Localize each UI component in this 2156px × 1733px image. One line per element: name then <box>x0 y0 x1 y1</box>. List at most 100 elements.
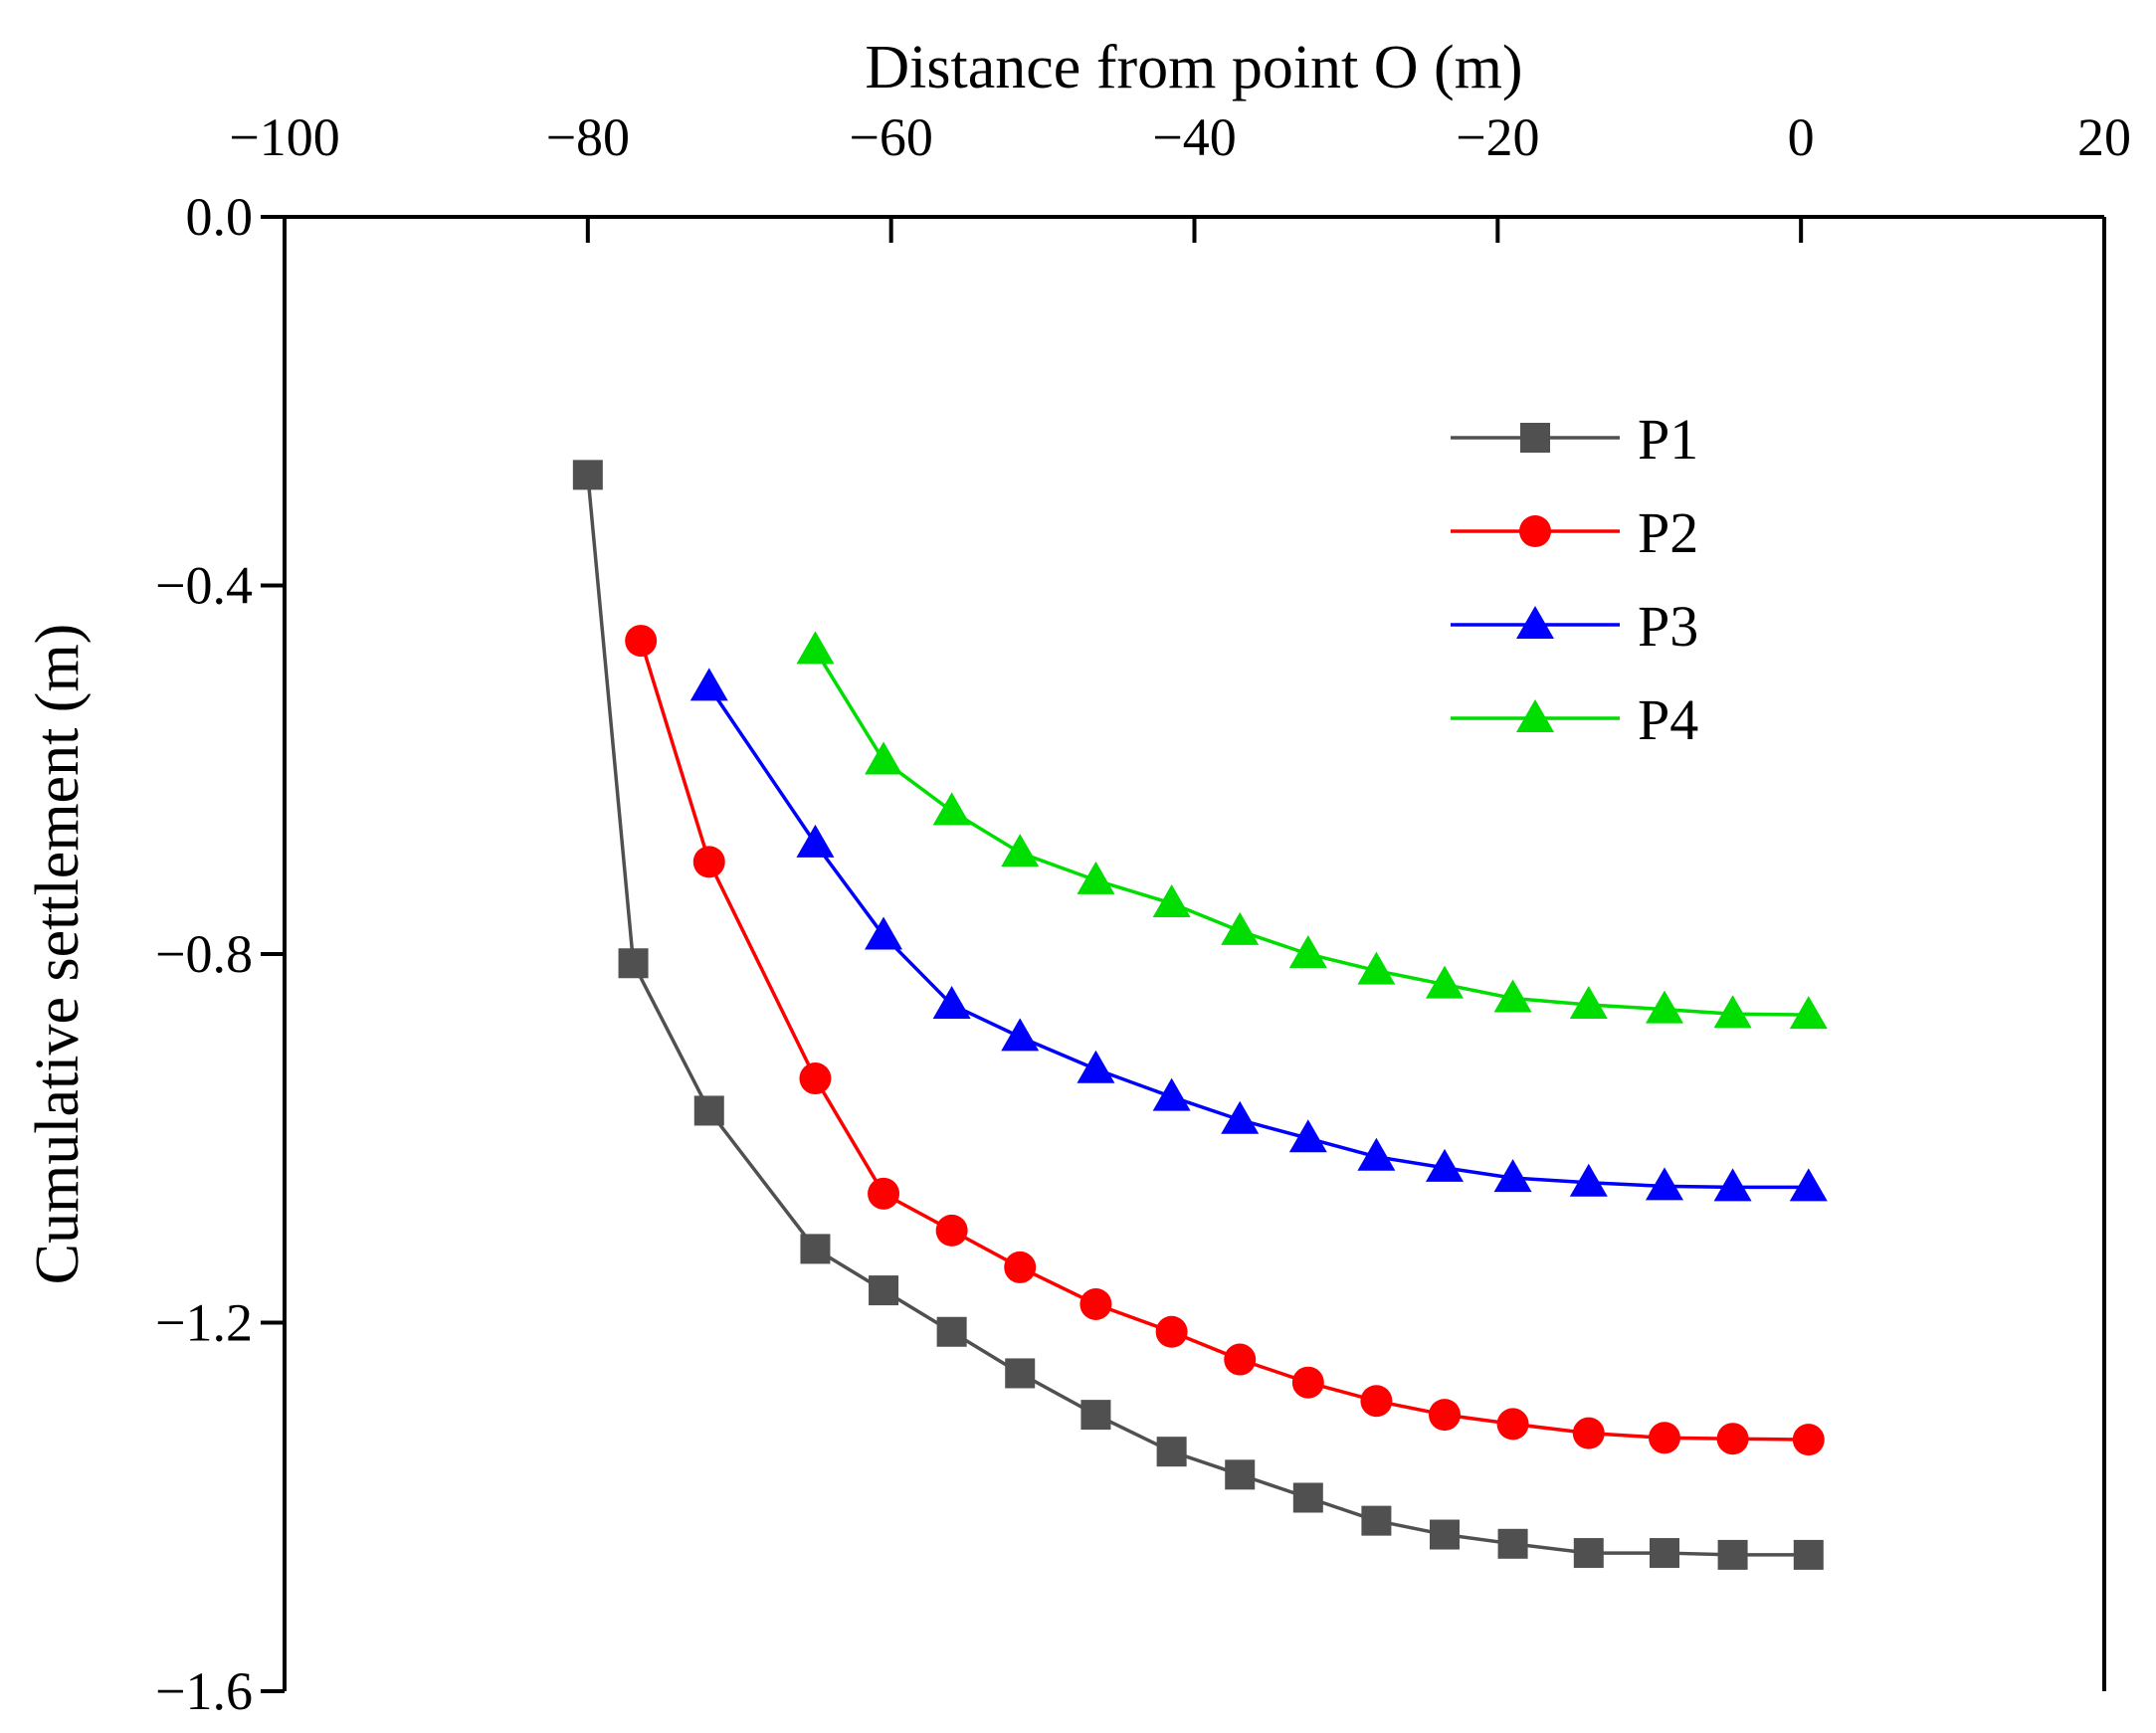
data-point-p4 <box>1357 951 1396 985</box>
series-p1 <box>572 460 1824 1570</box>
data-point-p2 <box>1792 1424 1825 1456</box>
data-point-p4 <box>1152 884 1191 918</box>
legend-marker <box>1519 515 1551 547</box>
data-point-p2 <box>868 1177 900 1210</box>
series-p4 <box>796 631 1828 1030</box>
series-p2 <box>625 625 1825 1456</box>
data-point-p3 <box>1789 1168 1828 1202</box>
series-layer <box>572 460 1828 1570</box>
data-point-p4 <box>1425 965 1464 999</box>
data-point-p1 <box>1292 1482 1323 1513</box>
data-point-p4 <box>1713 995 1752 1029</box>
data-point-p1 <box>1080 1400 1111 1431</box>
data-point-p3 <box>865 916 903 950</box>
y-axis-title: Cumulative settlement (m) <box>24 624 92 1285</box>
y-tick-label: −1.6 <box>155 1661 253 1721</box>
legend-item-p2: P2 <box>1451 500 1698 565</box>
data-point-p1 <box>1497 1528 1528 1559</box>
data-point-p2 <box>1079 1287 1112 1320</box>
legend-marker <box>1520 423 1550 453</box>
legend-label: P1 <box>1638 407 1698 472</box>
legend-label: P2 <box>1638 500 1698 565</box>
data-point-p1 <box>1793 1539 1824 1570</box>
legend-item-p1: P1 <box>1451 407 1698 472</box>
data-point-p2 <box>1155 1315 1188 1348</box>
y-tick-label: −0.4 <box>155 556 253 616</box>
data-point-p3 <box>1569 1163 1608 1197</box>
data-point-p1 <box>936 1316 967 1347</box>
y-tick-label: 0.0 <box>186 187 254 247</box>
data-point-p1 <box>1361 1505 1392 1536</box>
data-point-p3 <box>1288 1119 1327 1153</box>
data-point-p3 <box>1713 1168 1752 1202</box>
data-point-p3 <box>1645 1167 1683 1201</box>
data-point-p2 <box>1572 1417 1605 1449</box>
data-point-p1 <box>1225 1459 1256 1490</box>
data-point-p2 <box>625 625 658 658</box>
data-point-p4 <box>1645 990 1683 1024</box>
x-tick-label: −100 <box>229 107 339 167</box>
x-tick-label: −60 <box>849 107 932 167</box>
legend-item-p4: P4 <box>1451 687 1698 752</box>
data-point-p4 <box>1789 996 1828 1030</box>
data-point-p1 <box>572 460 603 490</box>
series-line-p1 <box>586 475 1809 1557</box>
data-point-p1 <box>1005 1358 1036 1389</box>
x-axis-title: Distance from point O (m) <box>865 34 1522 101</box>
data-point-p2 <box>1291 1366 1324 1399</box>
data-point-p3 <box>1077 1050 1115 1083</box>
x-tick-label: −20 <box>1456 107 1539 167</box>
data-point-p3 <box>1152 1077 1191 1111</box>
data-point-p2 <box>799 1062 832 1095</box>
data-point-p4 <box>1001 834 1040 867</box>
data-point-p4 <box>1221 911 1260 945</box>
data-point-p1 <box>800 1234 831 1264</box>
data-point-p4 <box>865 741 903 775</box>
data-point-p1 <box>1429 1519 1460 1550</box>
data-point-p2 <box>1716 1423 1749 1455</box>
series-p3 <box>689 668 1828 1202</box>
data-point-p1 <box>869 1275 899 1306</box>
x-tick-label: −40 <box>1152 107 1236 167</box>
data-point-p3 <box>689 668 728 701</box>
y-tick-label: −0.8 <box>155 924 253 984</box>
data-point-p3 <box>932 985 971 1019</box>
data-point-p3 <box>1357 1137 1396 1171</box>
legend-label: P4 <box>1638 687 1698 752</box>
data-point-p2 <box>1360 1385 1393 1418</box>
data-point-p1 <box>1717 1539 1748 1570</box>
data-point-p4 <box>1077 861 1115 894</box>
y-tick-label: −1.2 <box>155 1293 253 1353</box>
data-point-p2 <box>1648 1422 1680 1454</box>
data-point-p4 <box>932 792 971 826</box>
legend-marker <box>1516 606 1554 639</box>
data-point-p1 <box>1649 1538 1679 1569</box>
data-point-p1 <box>1156 1437 1187 1467</box>
data-point-p3 <box>1425 1148 1464 1182</box>
data-point-p4 <box>796 631 835 665</box>
data-point-p1 <box>618 948 649 979</box>
data-point-p2 <box>1224 1343 1257 1376</box>
x-tick-label: 0 <box>1788 107 1815 167</box>
data-point-p4 <box>1493 979 1532 1013</box>
data-point-p2 <box>1496 1408 1529 1441</box>
data-point-p2 <box>935 1214 968 1247</box>
data-point-p3 <box>1493 1159 1532 1193</box>
data-point-p3 <box>1001 1018 1040 1052</box>
data-point-p1 <box>1573 1538 1604 1569</box>
series-line-p2 <box>639 640 1809 1442</box>
series-line-p3 <box>707 685 1809 1190</box>
legend-marker <box>1516 699 1554 732</box>
legend: P1 P2 P3 P4 <box>1451 407 1698 752</box>
legend-label: P3 <box>1638 594 1698 659</box>
data-point-p4 <box>1569 985 1608 1019</box>
data-point-p4 <box>1288 935 1327 968</box>
data-point-p1 <box>693 1095 724 1126</box>
data-point-p2 <box>1428 1399 1461 1432</box>
data-point-p3 <box>796 824 835 858</box>
data-point-p2 <box>1004 1251 1037 1283</box>
legend-item-p3: P3 <box>1451 594 1698 659</box>
x-tick-label: 20 <box>2077 107 2131 167</box>
x-tick-label: −80 <box>546 107 630 167</box>
